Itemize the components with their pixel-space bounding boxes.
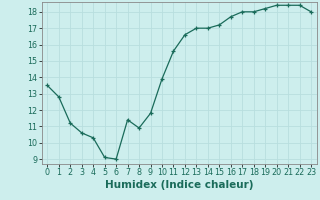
X-axis label: Humidex (Indice chaleur): Humidex (Indice chaleur) (105, 180, 253, 190)
